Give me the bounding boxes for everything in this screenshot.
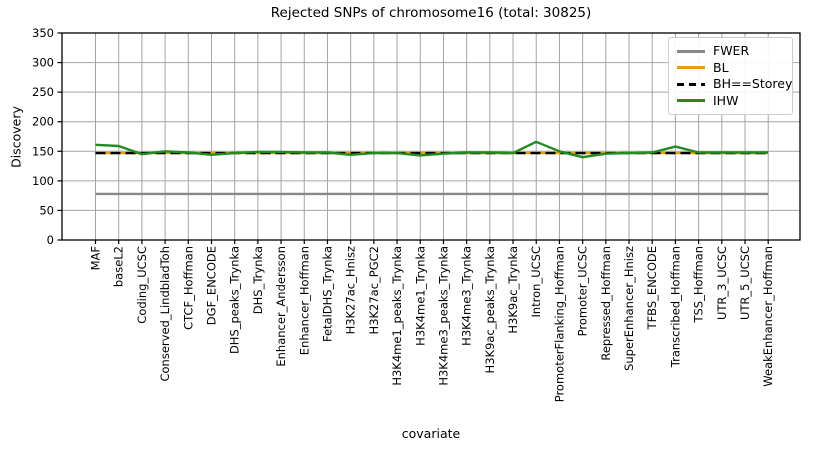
x-tick-label: Repressed_Hoffman [599, 246, 613, 361]
x-tick-label: DHS_peaks_Trynka [228, 246, 242, 354]
y-tick-label: 250 [32, 85, 54, 99]
y-tick-label: 200 [32, 115, 54, 129]
bl-line-swatch-icon [677, 66, 705, 70]
legend-entry-fwer: FWER [677, 43, 784, 60]
legend-entry-ihw: IHW [677, 93, 784, 110]
plot-frame [61, 32, 801, 241]
bh-storey-dashed-swatch-icon [677, 82, 705, 86]
x-tick-label: Conserved_LindbladToh [158, 246, 172, 382]
y-tick-label: 300 [32, 56, 54, 70]
legend-entry-bl: BL [677, 60, 784, 77]
y-tick-label: 0 [47, 233, 54, 247]
x-tick-label: TSS_Hoffman [692, 246, 706, 324]
x-tick-label: Intron_UCSC [529, 246, 543, 318]
x-tick-label: FetalDHS_Trynka [320, 246, 334, 342]
series-line-ihw [95, 140, 769, 159]
x-tick-label: DHS_Trynka [251, 246, 265, 314]
ihw-line-swatch-icon [677, 99, 705, 103]
x-tick-label: Promoter_UCSC [576, 246, 590, 336]
x-tick-label: PromoterFlanking_Hoffman [552, 246, 566, 402]
fwer-line-swatch-icon [677, 49, 705, 53]
x-tick-label: TFBS_ENCODE [645, 246, 659, 330]
x-tick-label: H3K4me1_Trynka [413, 246, 427, 346]
x-tick-label: Enhancer_Hoffman [297, 246, 311, 355]
x-tick-label: UTR_3_UCSC [715, 246, 729, 320]
x-tick-label: Coding_UCSC [135, 246, 149, 324]
x-tick-label: H3K27ac_PGC2 [367, 246, 381, 334]
x-tick-label: H3K4me3_Trynka [460, 246, 474, 346]
legend-entry-bh-storey: BH==Storey [677, 76, 792, 93]
x-tick-label: Enhancer_Andersson [274, 246, 288, 367]
x-tick-label: CTCF_Hoffman [181, 246, 195, 330]
x-axis-label: covariate [401, 426, 461, 441]
x-tick-label: baseL2 [112, 246, 126, 287]
y-tick-label: 350 [32, 26, 54, 40]
y-tick-label: 50 [39, 203, 54, 217]
legend-label: IHW [713, 92, 739, 108]
x-tick-label: Transcribed_Hoffman [668, 246, 682, 368]
legend: FWER BL BH==Storey IHW [668, 37, 793, 115]
y-tick-label: 100 [32, 174, 54, 188]
y-axis-label: Discovery [8, 106, 24, 168]
x-tick-label: WeakEnhancer_Hoffman [761, 246, 775, 387]
x-tick-label: H3K27ac_Hnisz [344, 246, 358, 334]
legend-label: FWER [713, 43, 750, 58]
legend-label: BH==Storey [713, 76, 793, 91]
chart-title: Rejected SNPs of chromosome16 (total: 30… [270, 5, 592, 21]
x-tick-label: H3K9ac_peaks_Trynka [483, 246, 497, 373]
y-tick-label: 150 [32, 144, 54, 158]
legend-label: BL [713, 59, 729, 75]
x-tick-label: H3K9ac_Trynka [506, 246, 520, 334]
x-tick-label: UTR_5_UCSC [738, 246, 752, 320]
x-tick-label: H3K4me3_peaks_Trynka [436, 246, 450, 386]
x-tick-label: DGF_ENCODE [204, 246, 218, 325]
x-tick-label: H3K4me1_peaks_Trynka [390, 246, 404, 386]
x-tick-label: MAF [89, 246, 103, 270]
x-tick-label: SuperEnhancer_Hnisz [622, 246, 636, 371]
